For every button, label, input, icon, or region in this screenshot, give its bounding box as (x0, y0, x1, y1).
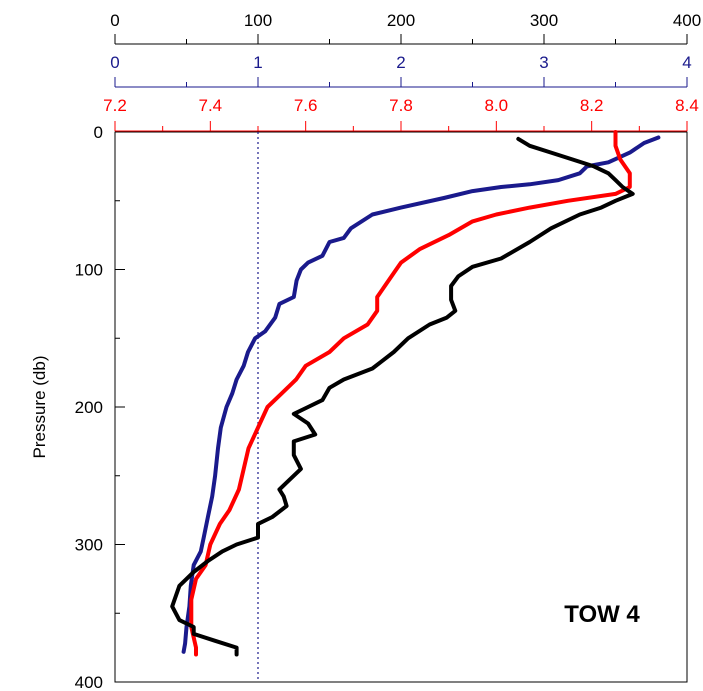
series-red-line (189, 130, 632, 657)
y-axis-label: Pressure (db) (30, 356, 49, 459)
top-axis-black-tick-label: 300 (530, 11, 558, 30)
top-axis-blue-tick-label: 2 (396, 53, 405, 72)
top-axis-black-tick-label: 0 (110, 11, 119, 30)
plot-frame (114, 131, 688, 683)
axes: 0 100 200 300 400 0 1 2 3 4 7.2 7.4 7.6 7.8 8.0 8.2 8.4 0… (75, 11, 702, 691)
y-axis-tick-label: 300 (75, 536, 103, 555)
top-axis-red-tick-label: 7.8 (389, 96, 413, 115)
top-axis-blue-tick-label: 0 (110, 53, 119, 72)
top-axis-red-tick-label: 7.4 (199, 96, 223, 115)
top-axis-black-tick-label: 400 (673, 11, 701, 30)
y-axis-tick-label: 100 (75, 261, 103, 280)
y-axis-tick-label: 0 (94, 123, 103, 142)
tow-annotation: TOW 4 (564, 601, 640, 628)
top-axis-black-tick-label: 100 (244, 11, 272, 30)
y-axis-tick-label: 200 (75, 398, 103, 417)
top-axis-blue-tick-label: 1 (253, 53, 262, 72)
y-axis-tick-label: 400 (75, 673, 103, 691)
top-axis-blue-tick-label: 4 (682, 53, 691, 72)
top-axis-red-tick-label: 8.4 (675, 96, 699, 115)
top-axis-red-tick-label: 7.2 (103, 96, 127, 115)
series (170, 130, 661, 682)
top-axis-red-tick-label: 8.0 (485, 96, 509, 115)
series-blue-line (181, 135, 661, 654)
plot-area (114, 131, 688, 683)
top-axis-blue-tick-label: 3 (539, 53, 548, 72)
top-axis-red-tick-label: 7.6 (294, 96, 318, 115)
top-axis-red-tick-label: 8.2 (580, 96, 604, 115)
series-black-line (170, 136, 635, 657)
top-axis-black-tick-label: 200 (387, 11, 415, 30)
